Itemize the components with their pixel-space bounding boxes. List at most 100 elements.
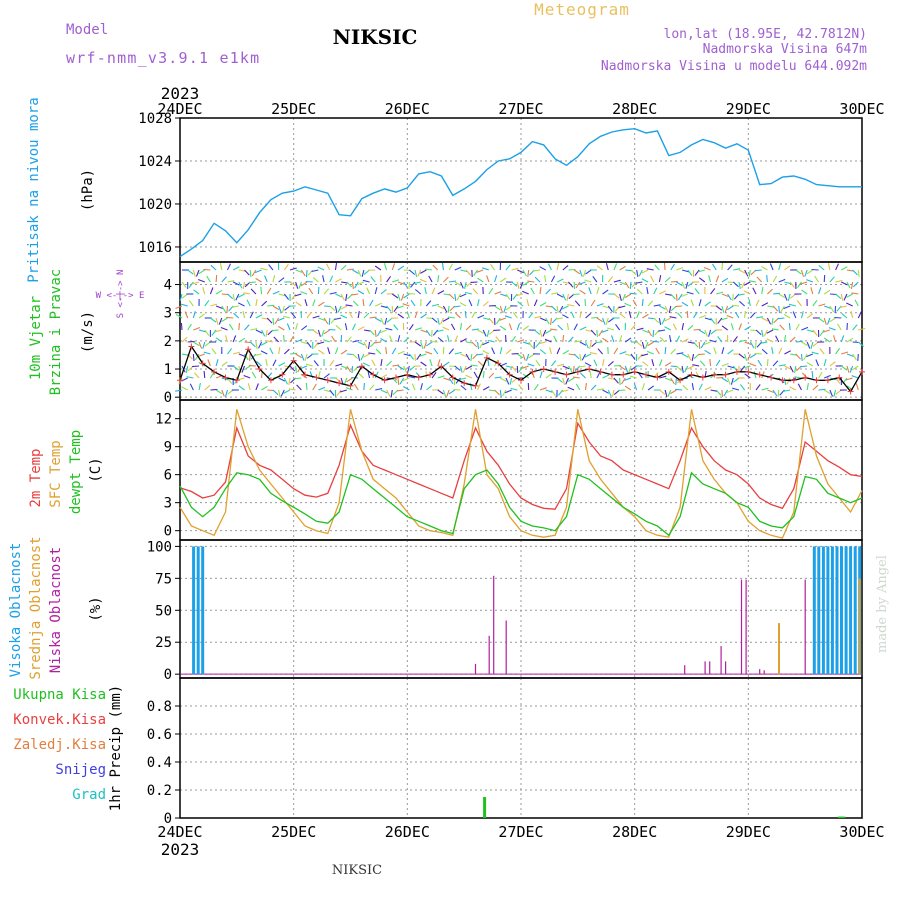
- wind-arrow-979: [687, 269, 693, 276]
- wind-arrow-1300: [846, 293, 853, 298]
- wind-arrow-1209: [797, 383, 802, 391]
- wind-arrow-253: [307, 269, 314, 276]
- wind-arrow-555: [465, 324, 472, 331]
- wind-arrow-871: [624, 293, 632, 299]
- time-tick-top-24DEC: 24DEC: [157, 100, 202, 118]
- ytick-label-2-1: 3: [164, 496, 172, 512]
- wind-arrow-480: [419, 353, 427, 357]
- wind-arrow-139: [249, 353, 251, 362]
- wind-arrow-710: [538, 341, 546, 345]
- wind-arrow-758: [561, 389, 569, 393]
- wind-arrow-46: [202, 287, 206, 295]
- wind-arrow-1063: [727, 349, 734, 355]
- wind-arrow-373: [369, 384, 375, 391]
- wind-arrow-341: [357, 269, 362, 277]
- wind-arrow-233: [294, 293, 302, 297]
- wind-arrow-195: [278, 362, 286, 367]
- wind-arrow-22: [192, 269, 196, 277]
- wind-arrow-282: [318, 349, 325, 355]
- wind-arrow-542: [453, 305, 461, 308]
- wind-arrow-1083: [738, 323, 743, 331]
- wind-arrow-362: [363, 382, 365, 391]
- wind-arrow-545: [460, 338, 467, 343]
- wind-arrow-402: [380, 338, 387, 343]
- wind-arrow-77: [219, 262, 223, 271]
- wind-arrow-149: [255, 341, 258, 350]
- wind-arrow-980: [685, 281, 689, 289]
- wind-arrow-265: [312, 276, 319, 283]
- wind-arrow-404: [386, 360, 392, 367]
- wind-arrow-986: [687, 353, 692, 361]
- wind-arrow-924: [654, 264, 660, 271]
- wind-arrow-294: [329, 359, 335, 367]
- wind-marker-16: [358, 363, 365, 370]
- altitude-label: Nadmorska Visina 647m: [703, 42, 868, 57]
- wind-arrow-598: [488, 317, 494, 324]
- wind-arrow-423: [393, 324, 399, 331]
- wind-ylabel-2: Brzina i Pravac: [48, 269, 64, 395]
- wind-arrow-607: [494, 291, 502, 295]
- wind-arrow-1108: [743, 365, 751, 369]
- wind-arrow-452: [410, 281, 416, 288]
- wind-arrow-1208: [794, 376, 802, 379]
- wind-arrow-1103: [748, 298, 751, 307]
- wind-marker-5: [233, 377, 240, 384]
- wind-arrow-397: [386, 275, 392, 283]
- wind-arrow-718: [551, 305, 557, 312]
- wind-arrow-662: [516, 293, 524, 297]
- wind-arrow-702: [539, 371, 543, 379]
- wind-arrow-261: [305, 363, 313, 367]
- wind-marker-2: [199, 360, 206, 367]
- wind-arrow-651: [512, 293, 518, 300]
- wind-arrow-466: [420, 313, 427, 319]
- wind-arrow-526: [448, 377, 454, 385]
- wind-arrow-208: [280, 389, 285, 397]
- wind-marker-54: [790, 377, 797, 384]
- wind-arrow-912: [647, 385, 655, 391]
- wind-arrow-615: [494, 389, 500, 396]
- wind-arrow-1096: [744, 353, 748, 361]
- wind-arrow-723: [550, 360, 557, 367]
- wind-arrow-1306: [849, 365, 854, 373]
- wind-arrow-1234: [818, 287, 822, 295]
- wind-arrow-753: [566, 323, 570, 331]
- wind-arrow-81: [218, 317, 223, 325]
- wind-arrow-448: [407, 365, 410, 373]
- wind-arrow-779: [572, 376, 580, 379]
- wind-arrow-581: [473, 371, 479, 379]
- wind-arrow-781: [582, 269, 587, 277]
- wind-arrow-678: [525, 353, 530, 361]
- wind-arrow-1109: [744, 373, 751, 379]
- wind-arrow-769: [567, 386, 575, 391]
- wind-arrow-1067: [733, 268, 741, 271]
- wind-arrow-437: [403, 365, 407, 373]
- wind-arrow-1205: [801, 341, 808, 347]
- wind-arrow-412: [385, 327, 393, 331]
- wind-marker-9: [279, 371, 286, 378]
- wind-arrow-934: [659, 389, 666, 395]
- wind-arrow-1239: [811, 351, 819, 355]
- wind-arrow-1194: [795, 340, 803, 343]
- wind-arrow-184: [272, 359, 277, 367]
- wind-arrow-137: [250, 328, 258, 331]
- wind-arrow-1217: [803, 353, 808, 361]
- wind-arrow-381: [368, 352, 376, 355]
- wind-arrow-937: [664, 293, 673, 296]
- wind-unit: (m/s): [80, 311, 96, 353]
- wind-arrow-784: [584, 298, 587, 307]
- wind-arrow-1097: [739, 365, 746, 372]
- wind-arrow-129: [241, 365, 246, 373]
- wind-arrow-110: [238, 269, 246, 272]
- ytick-label-3-4: 100: [147, 539, 172, 555]
- wind-arrow-772: [572, 293, 580, 296]
- wind-arrow-188: [278, 277, 285, 283]
- wind-arrow-37: [198, 313, 205, 319]
- model-label: Model: [66, 22, 108, 38]
- wind-arrow-612: [491, 347, 496, 355]
- wind-arrow-1248: [819, 329, 825, 337]
- wind-arrow-1183: [789, 336, 796, 343]
- wind-arrow-665: [522, 325, 530, 331]
- wind-arrow-879: [624, 385, 632, 391]
- wind-arrow-737: [562, 264, 569, 271]
- wind-arrow-281: [317, 341, 325, 345]
